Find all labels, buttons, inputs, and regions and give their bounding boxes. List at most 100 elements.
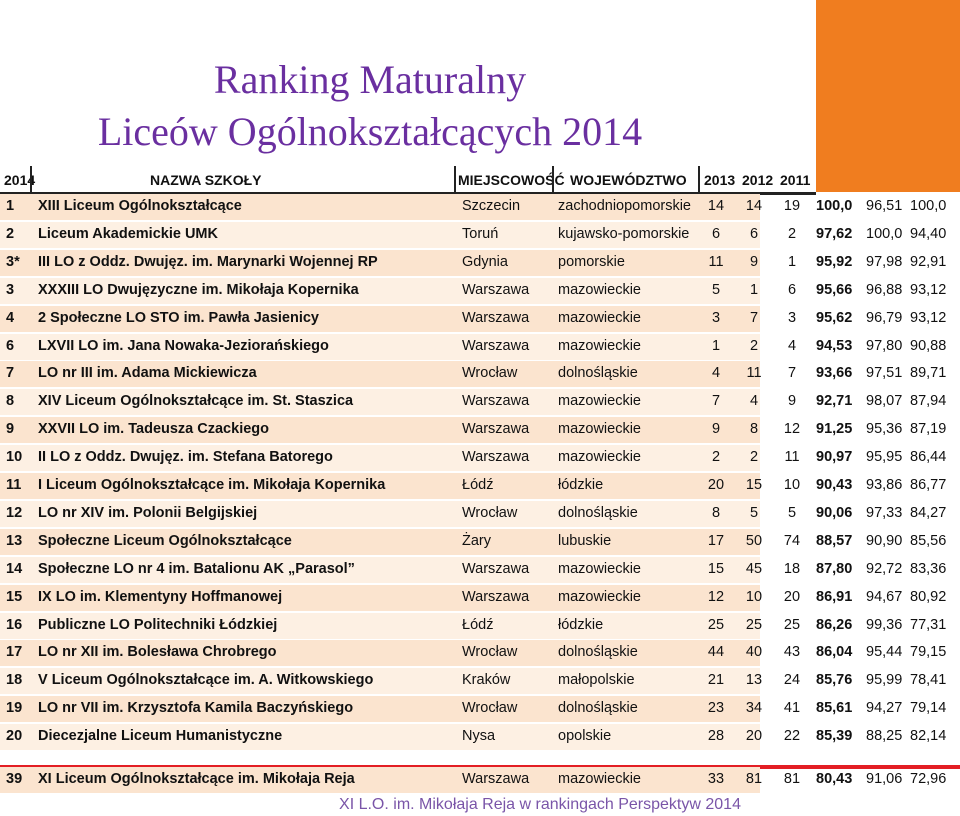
cell-name: XXVII LO im. Tadeusza Czackiego [38, 421, 269, 438]
cell-y13: 28 [707, 728, 725, 745]
table-row: 18 V Liceum Ogólnokształcące im. A. Witko… [0, 668, 960, 695]
cell-obo: 96,51 [866, 198, 903, 214]
cell-y11: 9 [787, 393, 797, 410]
header-divider [552, 166, 554, 192]
row-background [0, 473, 760, 499]
cell-obo: 88,25 [866, 728, 903, 745]
cell-voiv: mazowieckie [558, 421, 641, 438]
row-background [0, 612, 760, 639]
orange-header-block [816, 0, 960, 192]
cell-rank: 17 [6, 644, 23, 661]
cell-city: Wrocław [462, 700, 518, 717]
cell-city: Warszawa [462, 449, 530, 466]
cell-obo: 95,99 [866, 672, 903, 689]
cell-name: XXXIII LO Dwujęzyczne im. Mikołaja Koper… [38, 281, 359, 298]
row-background [0, 724, 760, 751]
footer-caption: XI L.O. im. Mikołaja Reja w rankingach P… [339, 796, 741, 813]
cell-voiv: mazowieckie [558, 281, 641, 298]
cell-rank: 3 [6, 281, 15, 298]
cell-obo: 94,27 [866, 700, 903, 717]
cell-wsk: 90,97 [816, 449, 853, 466]
cell-city: Kraków [462, 672, 511, 689]
cell-obo: 96,79 [866, 309, 903, 326]
table-row: 9 XXVII LO im. Tadeusza Czackiego Warszawa… [0, 417, 960, 444]
cell-rank: 1 [6, 198, 15, 214]
cell-name: Liceum Akademickie UMK [38, 225, 218, 242]
cell-wsk: 85,39 [816, 728, 853, 745]
row-background [0, 277, 760, 304]
cell-rank: 9 [6, 421, 15, 438]
cell-rank: 7 [6, 365, 15, 382]
cell-y11: 3 [787, 309, 797, 326]
table-row: 13 Społeczne Liceum Ogólnokształcące Żary l… [0, 528, 960, 555]
cell-y12: 9 [749, 253, 759, 270]
cell-voiv: kujawsko-pomorskie [558, 225, 690, 242]
cell-wsk: 86,26 [816, 616, 853, 633]
cell-y11: 11 [784, 449, 800, 466]
cell-y12: 13 [745, 672, 763, 689]
cell-obo: 93,86 [866, 477, 903, 493]
cell-y13: 23 [707, 700, 725, 717]
cell-voiv: dolnośląskie [558, 365, 638, 382]
cell-wsk: 95,92 [816, 253, 853, 270]
cell-city: Gdynia [462, 253, 508, 270]
cell-voiv: dolnośląskie [558, 504, 638, 521]
cell-y11: 4 [787, 337, 797, 354]
cell-dod: 94,40 [910, 225, 947, 242]
cell-city: Szczecin [462, 198, 521, 214]
cell-y12: 20 [745, 728, 763, 745]
cell-name: Społeczne LO nr 4 im. Batalionu AK „Para… [38, 560, 355, 577]
table-row: 19 LO nr VII im. Krzysztofa Kamila Baczyń… [0, 696, 960, 723]
cell-name: Społeczne Liceum Ogólnokształcące [38, 532, 292, 549]
cell-dod: 79,15 [910, 644, 947, 661]
cell-y12: 4 [749, 393, 759, 410]
cell-voiv: dolnośląskie [558, 700, 638, 717]
cell-y13: 3 [711, 309, 721, 326]
row-background [0, 767, 760, 793]
row-background [0, 668, 760, 695]
row-background [0, 528, 760, 555]
cell-name: Diecezjalne Liceum Humanistyczne [38, 728, 283, 745]
cell-y11: 7 [787, 365, 797, 382]
cell-y13: 11 [708, 253, 724, 270]
cell-y13: 1 [711, 337, 721, 354]
cell-voiv: zachodniopomorskie [558, 198, 691, 214]
cell-y11: 6 [787, 281, 797, 298]
cell-y13: 25 [707, 616, 725, 633]
table-row: 3* III LO z Oddz. Dwujęz. im. Marynarki W… [0, 249, 960, 276]
header-2011: 2011 [780, 172, 811, 188]
cell-y13: 6 [711, 225, 721, 242]
table-row: 3 XXXIII LO Dwujęzyczne im. Mikołaja Kope… [0, 277, 960, 304]
cell-name: II LO z Oddz. Dwujęz. im. Stefana Batore… [38, 449, 333, 466]
row-background [0, 333, 760, 360]
row-background [0, 556, 760, 583]
row-background [0, 305, 760, 332]
cell-dod: 72,96 [910, 771, 947, 787]
cell-name: LO nr XII im. Bolesława Chrobrego [38, 644, 277, 661]
cell-y13: 4 [711, 365, 721, 382]
cell-y11: 41 [783, 700, 801, 717]
cell-rank: 3* [6, 253, 20, 270]
cell-dod: 93,12 [910, 281, 947, 298]
cell-dod: 87,94 [910, 393, 947, 410]
table-row: 4 2 Społeczne LO STO im. Pawła Jasienicy W… [0, 305, 960, 332]
cell-y13: 7 [711, 393, 721, 410]
cell-rank: 4 [6, 309, 15, 326]
cell-rank: 2 [6, 225, 15, 242]
cell-dod: 92,91 [910, 253, 947, 270]
cell-rank: 11 [6, 477, 22, 493]
cell-wsk: 92,71 [816, 393, 853, 410]
cell-y12: 14 [745, 198, 763, 214]
cell-name: 2 Społeczne LO STO im. Pawła Jasienicy [38, 309, 319, 326]
row-background [0, 194, 760, 220]
cell-y12: 11 [746, 365, 762, 382]
cell-city: Wrocław [462, 365, 518, 382]
cell-voiv: mazowieckie [558, 393, 641, 410]
cell-obo: 97,80 [866, 337, 903, 354]
cell-y11: 18 [783, 560, 801, 577]
cell-obo: 100,0 [866, 225, 903, 242]
row-background [0, 500, 760, 527]
cell-dod: 86,77 [910, 477, 947, 493]
table-header: 2014 NAZWA SZKOŁY MIEJSCOWOŚĆ WOJEWÓDZTW… [0, 166, 816, 195]
table-row: 1 XIII Liceum Ogólnokształcące Szczecin zac… [0, 194, 960, 220]
